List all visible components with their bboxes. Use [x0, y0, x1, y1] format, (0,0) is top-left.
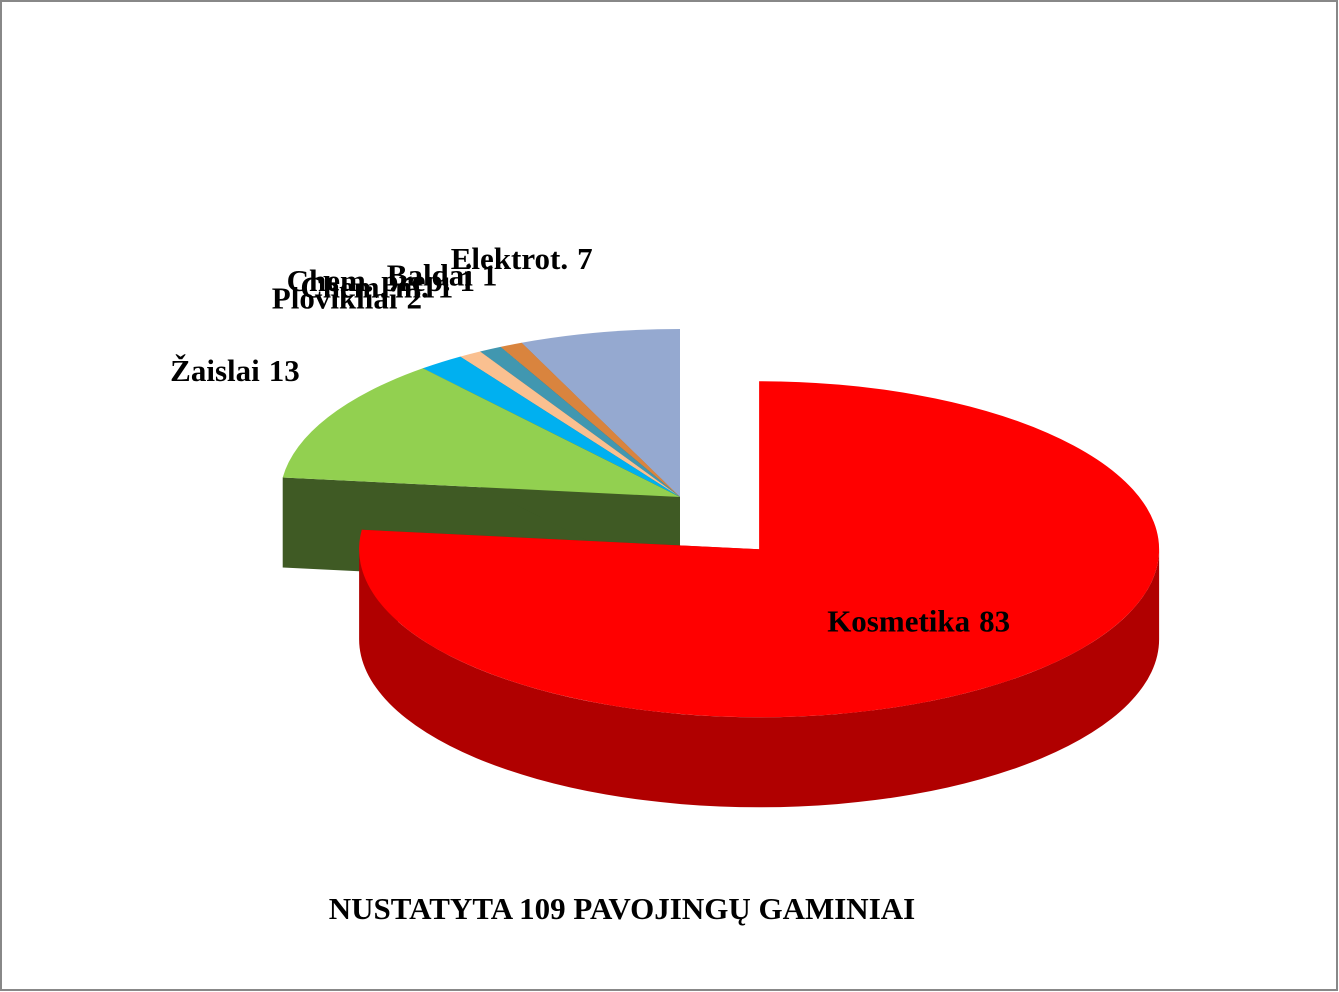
value-label: 2 [407, 280, 423, 315]
slice [359, 381, 1160, 718]
slice-side [359, 549, 1160, 808]
data-label: Elektrot. 7 [451, 241, 593, 276]
data-label: Baldai 1 [387, 257, 498, 292]
category-name: Chem. m. [300, 270, 428, 305]
slice [282, 368, 680, 497]
data-label: Plovikliai 2 [272, 280, 422, 315]
data-label: Žaislai 13 [170, 353, 300, 388]
slice [500, 342, 680, 497]
category-name: Plovikliai [272, 280, 398, 315]
chart-title: NUSTATYTA 109 PAVOJINGŲ GAMINIAI [329, 891, 915, 926]
category-name: Elektrot. [451, 241, 568, 276]
category-name: Baldai [387, 257, 474, 292]
category-name: Chem. prep. [287, 263, 451, 298]
category-name: Kosmetika [827, 604, 970, 639]
category-name: Žaislai [170, 353, 260, 388]
value-label: 1 [459, 263, 475, 298]
value-label: 7 [577, 241, 593, 276]
slice [422, 356, 680, 497]
value-label: 83 [979, 604, 1010, 639]
value-label: 1 [438, 270, 454, 305]
value-label: 13 [269, 353, 300, 388]
slice [521, 329, 680, 497]
data-label: Chem. m. 1 [300, 270, 453, 305]
value-label: 1 [482, 257, 498, 292]
slice [480, 346, 680, 497]
slice [460, 351, 680, 497]
data-label: Kosmetika 83 [827, 604, 1010, 639]
data-label: Chem. prep. 1 [287, 263, 475, 298]
